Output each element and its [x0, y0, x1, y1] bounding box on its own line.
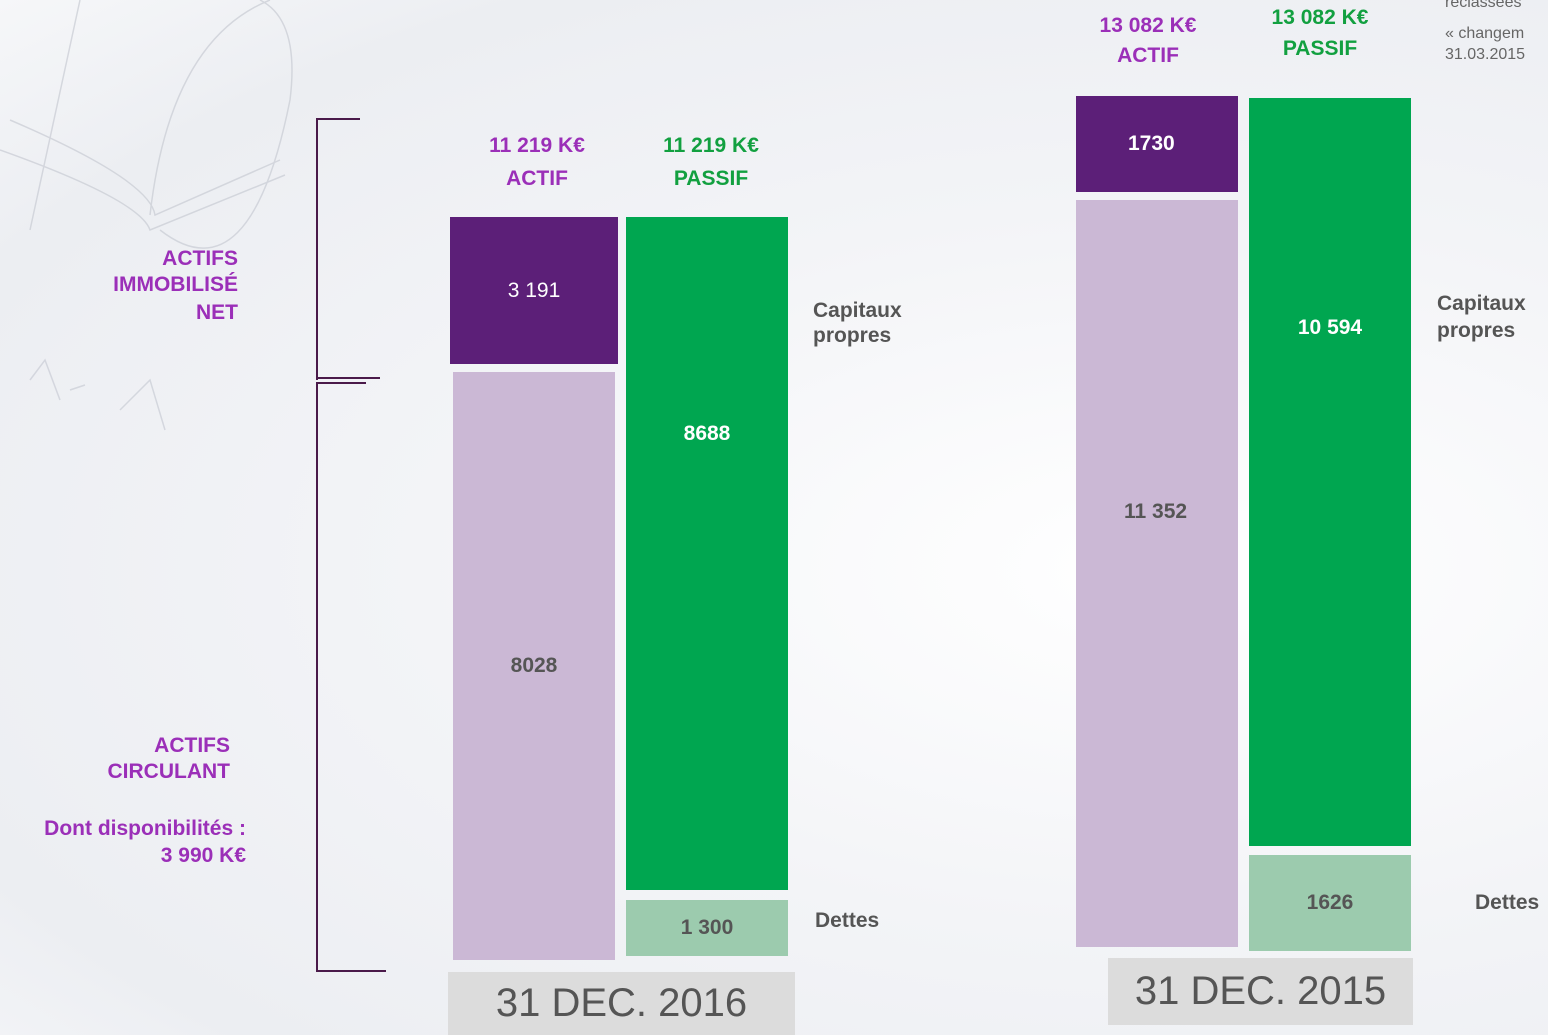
date: 31 DEC. 2015	[1108, 958, 1413, 1025]
label: ACTIFS	[162, 247, 238, 270]
actif-total: 13 082 K€	[1099, 14, 1197, 37]
date: 31 DEC. 2016	[448, 972, 795, 1035]
bracket	[316, 377, 380, 379]
label: Dont disponibilités :	[44, 817, 246, 840]
block: 1 300	[626, 900, 788, 956]
block: 1730	[1076, 96, 1238, 192]
bracket	[316, 118, 360, 120]
block: 3 191	[450, 217, 618, 364]
label: ACTIFS	[154, 734, 230, 757]
actif-label: ACTIF	[1117, 44, 1179, 67]
label: Dettes	[815, 909, 880, 932]
label: Dettes	[1475, 891, 1540, 914]
note-line: 31.03.2015	[1445, 46, 1526, 63]
actif-total: 11 219 K€	[489, 134, 585, 157]
block: 8688	[626, 217, 788, 890]
label: 3 990 K€	[160, 844, 246, 867]
label: NET	[196, 301, 238, 324]
bracket	[316, 970, 386, 972]
passif-total: 11 219 K€	[663, 134, 759, 157]
passif-label: PASSIF	[1282, 37, 1358, 60]
bracket	[316, 382, 366, 384]
block: 8028	[453, 372, 615, 960]
note-line: « changem	[1445, 25, 1525, 42]
bracket	[316, 118, 318, 380]
label: IMMOBILISÉ	[113, 273, 238, 296]
background-logo	[0, 0, 293, 431]
note-line: reclassées	[1445, 0, 1522, 11]
label: propres	[1437, 319, 1516, 342]
label: CIRCULANT	[107, 760, 230, 783]
passif-total: 13 082 K€	[1271, 6, 1369, 29]
bracket	[316, 382, 318, 972]
passif-label: PASSIF	[673, 167, 749, 190]
block: 11 352	[1076, 200, 1238, 947]
label: propres	[813, 324, 892, 347]
block: 1626	[1249, 855, 1411, 951]
block: 10 594	[1249, 98, 1411, 846]
label: Capitaux	[1437, 292, 1526, 315]
actif-label: ACTIF	[506, 167, 568, 190]
label: Capitaux	[813, 299, 902, 322]
